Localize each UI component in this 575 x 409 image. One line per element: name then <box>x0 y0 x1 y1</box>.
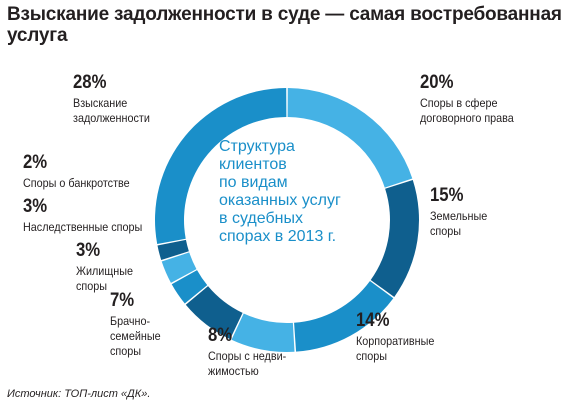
slice-label: 7% Брачно- семейные споры <box>110 291 166 359</box>
slice-value-label: 3% <box>76 240 101 261</box>
slice-category-label: Взыскание задолженности <box>73 96 150 125</box>
slice-label: 3% Жилищные споры <box>76 241 139 294</box>
donut-slice <box>161 252 197 283</box>
slice-value-label: 15% <box>430 185 464 206</box>
slice-category-label: Корпоративные споры <box>356 334 435 363</box>
slice-value-label: 3% <box>23 196 48 217</box>
donut-slice <box>155 88 287 244</box>
slice-category-label: Споры в сфере договорного права <box>420 96 514 125</box>
slice-category-label: Наследственные споры <box>23 220 143 234</box>
donut-slice <box>171 270 208 304</box>
slice-label: 28% Взыскание задолженности <box>73 73 158 126</box>
slice-category-label: Жилищные споры <box>76 264 133 293</box>
slice-label: 14% Корпоративные споры <box>356 311 443 364</box>
slice-label: 2% Споры о банкротстве <box>23 153 141 191</box>
donut-slice <box>370 179 419 297</box>
source-note: Источник: ТОП-лист «ДК». <box>7 388 151 400</box>
donut-slice <box>185 286 243 340</box>
chart-title: Взыскание задолженности в суде — самая в… <box>7 4 562 46</box>
donut-slice <box>287 88 413 188</box>
slice-label: 3% Наследственные споры <box>23 197 156 235</box>
slice-value-label: 7% <box>110 290 135 311</box>
slice-category-label: Споры с недви- жимостью <box>208 349 287 378</box>
slice-label: 15% Земельные споры <box>430 186 494 239</box>
donut-slice <box>157 239 189 261</box>
slice-category-label: Споры о банкротстве <box>23 176 130 190</box>
donut-slice <box>231 313 295 353</box>
slice-category-label: Брачно- семейные споры <box>110 314 161 358</box>
slice-value-label: 8% <box>208 325 233 346</box>
slice-category-label: Земельные споры <box>430 209 488 238</box>
donut-slice <box>294 281 394 352</box>
center-caption: Структура клиентов по видам оказанных ус… <box>219 138 341 245</box>
slice-value-label: 14% <box>356 310 390 331</box>
slice-value-label: 2% <box>23 152 48 173</box>
slice-value-label: 28% <box>73 72 107 93</box>
slice-value-label: 20% <box>420 72 454 93</box>
slice-label: 8% Споры с недви- жимостью <box>208 326 295 379</box>
slice-label: 20% Споры в сфере договорного права <box>420 73 524 126</box>
